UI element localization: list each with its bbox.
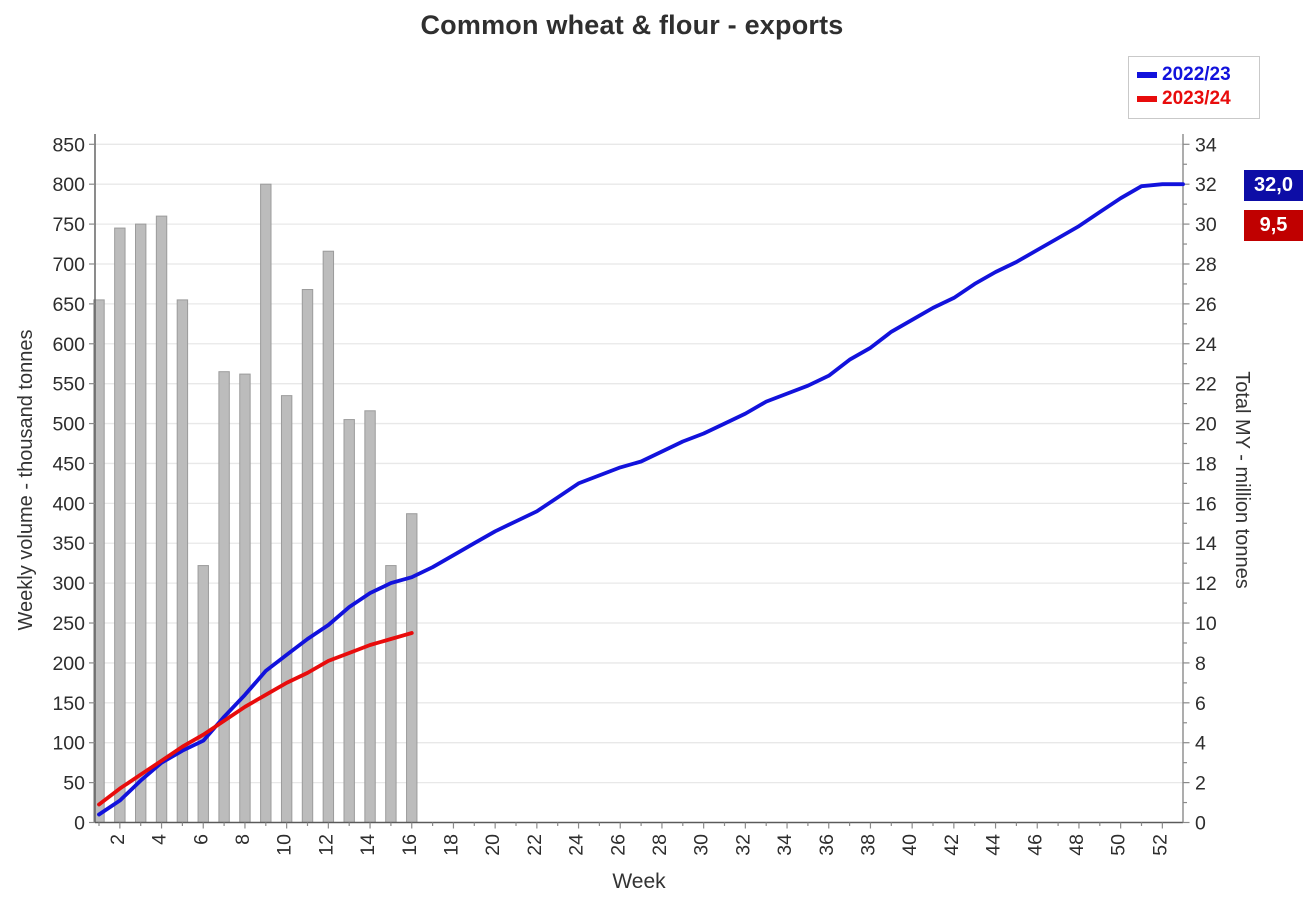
right-axis-tick-label: 30	[1195, 214, 1217, 236]
x-axis-tick-label: 48	[1066, 834, 1088, 856]
end-value-badge-2023-24: 9,5	[1244, 210, 1303, 241]
right-axis-tick-label: 22	[1195, 374, 1217, 396]
x-axis-tick-label: 22	[524, 834, 546, 856]
x-axis-tick-label: 14	[357, 834, 379, 856]
x-axis-tick-label: 40	[899, 834, 921, 856]
bar-week-15	[385, 565, 397, 824]
x-axis-tick-label: 12	[315, 834, 337, 856]
bar-week-11	[301, 289, 314, 823]
left-axis-tick-label: 150	[52, 693, 85, 715]
bar-week-12	[322, 250, 335, 823]
left-axis-tick-label: 650	[52, 294, 85, 316]
x-axis-tick-label: 8	[232, 834, 254, 845]
x-axis-tick-label: 6	[190, 834, 212, 845]
legend-dash-icon	[1137, 96, 1157, 102]
right-axis-tick-label: 20	[1195, 414, 1217, 436]
legend-item-2022-23: 2022/23	[1137, 64, 1251, 86]
right-axis-tick-label: 12	[1195, 573, 1217, 595]
x-axis-tick-label: 44	[983, 834, 1005, 856]
right-axis-tick-label: 6	[1195, 693, 1206, 715]
legend-dash-icon	[1137, 72, 1157, 78]
bar-week-16	[406, 513, 418, 823]
x-axis-tick-label: 10	[274, 834, 296, 856]
x-axis-tick-label: 4	[149, 834, 171, 845]
x-axis-tick-label: 36	[816, 834, 838, 856]
right-axis-tick-label: 34	[1195, 134, 1217, 156]
right-axis-tick-label: 28	[1195, 254, 1217, 276]
x-axis-tick-label: 26	[607, 834, 629, 856]
chart-title: Common wheat & flour - exports	[420, 10, 844, 40]
right-axis-tick-label: 18	[1195, 453, 1217, 475]
left-axis-tick-label: 500	[52, 414, 85, 436]
x-axis-ticks-labels: 2 4 6 8 10 12 14 16 18 20 22 24 26 28 30 32 34 36 38 40 42 44…	[98, 822, 1171, 856]
left-axis-tick-label: 400	[52, 493, 85, 515]
left-axis-tick-label: 450	[52, 453, 85, 475]
left-axis-tick-label: 200	[52, 653, 85, 675]
left-axis-tick-label: 700	[52, 254, 85, 276]
bar-week-3	[135, 223, 147, 823]
right-axis-tick-label: 2	[1195, 773, 1206, 795]
right-axis-tick-label: 14	[1195, 533, 1217, 555]
axes	[94, 134, 1184, 824]
bar-week-10	[280, 395, 293, 823]
right-axis-tick-label: 24	[1195, 334, 1217, 356]
bars-weekly-volume	[93, 183, 418, 824]
bar-week-9	[260, 183, 272, 824]
x-axis-tick-label: 46	[1024, 834, 1046, 856]
left-axis-tick-label: 800	[52, 174, 85, 196]
right-axis-tick-label: 32	[1195, 174, 1217, 196]
x-axis-tick-label: 20	[482, 834, 504, 856]
bar-week-13	[343, 419, 355, 823]
bar-week-14	[364, 410, 376, 823]
x-axis-tick-label: 50	[1108, 834, 1130, 856]
left-axis-tick-label: 600	[52, 334, 85, 356]
legend-label: 2022/23	[1162, 64, 1231, 85]
bar-week-6	[197, 565, 209, 824]
left-axis-tick-label: 850	[52, 134, 85, 156]
gridlines	[95, 143, 1183, 784]
x-axis-tick-label: 32	[732, 834, 754, 856]
x-axis-tick-label: 28	[649, 834, 671, 856]
left-axis-tick-label: 300	[52, 573, 85, 595]
right-axis-tick-label: 26	[1195, 294, 1217, 316]
x-axis-tick-label: 52	[1149, 834, 1171, 856]
end-value-badge-2022-23: 32,0	[1244, 170, 1303, 201]
legend: 2022/23 2023/24	[1128, 56, 1260, 119]
right-axis-tick-label: 8	[1195, 653, 1206, 675]
line-2023-24	[97, 631, 414, 807]
bar-week-2	[114, 227, 126, 824]
left-axis-ticks-labels: 0 50 100 150 200 250 300 350 400 450 500 550 600 650 7…	[52, 134, 95, 835]
left-axis-tick-label: 350	[52, 533, 85, 555]
left-axis-tick-label: 750	[52, 214, 85, 236]
line-2022-23	[97, 182, 1185, 817]
right-axis-tick-label: 16	[1195, 493, 1217, 515]
right-axis-tick-label: 4	[1195, 733, 1206, 755]
bar-week-4	[155, 215, 168, 823]
right-axis-tick-label: 0	[1195, 813, 1206, 835]
legend-label: 2023/24	[1162, 88, 1231, 109]
x-axis-tick-label: 34	[774, 834, 796, 856]
x-axis-tick-label: 16	[399, 834, 421, 856]
right-axis-tick-label: 10	[1195, 613, 1217, 635]
x-axis-tick-label: 38	[857, 834, 879, 856]
x-axis-tick-label: 2	[107, 834, 129, 845]
x-axis-tick-label: 30	[691, 834, 713, 856]
left-axis-tick-label: 550	[52, 374, 85, 396]
left-axis-tick-label: 100	[52, 733, 85, 755]
x-axis-title: Week	[612, 870, 666, 893]
legend-item-2023-24: 2023/24	[1137, 88, 1251, 110]
bar-week-8	[239, 373, 251, 823]
bar-week-7	[218, 371, 230, 823]
left-axis-tick-label: 0	[74, 813, 85, 835]
left-axis-tick-label: 50	[63, 773, 85, 795]
x-axis-tick-label: 24	[566, 834, 588, 856]
left-axis-tick-label: 250	[52, 613, 85, 635]
x-axis-tick-label: 18	[440, 834, 462, 856]
x-axis-tick-label: 42	[941, 834, 963, 856]
